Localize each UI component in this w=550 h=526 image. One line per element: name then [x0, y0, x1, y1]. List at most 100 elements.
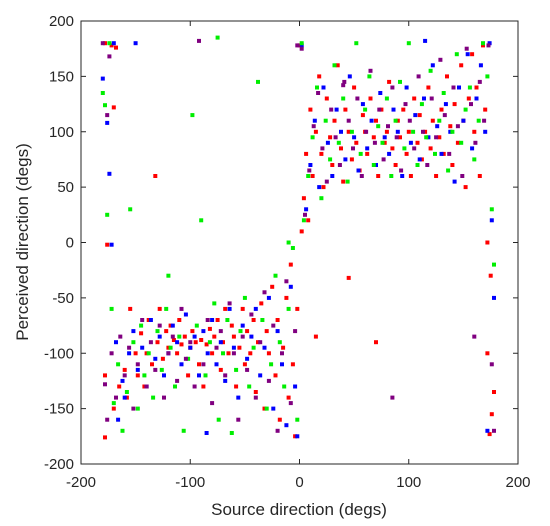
data-point-s0-118 [417, 113, 422, 118]
data-point-s3-83 [447, 151, 452, 156]
data-point-s2-3 [107, 41, 112, 46]
data-point-s2-20 [173, 384, 177, 389]
data-point-s0-52 [242, 362, 247, 367]
data-point-s2-58 [336, 140, 341, 145]
data-point-s3-43 [275, 428, 280, 433]
data-point-s3-72 [399, 168, 404, 173]
data-point-s3-91 [482, 118, 487, 123]
data-point-s0-34 [193, 340, 198, 345]
data-point-s3-48 [295, 43, 300, 48]
data-point-s3-85 [455, 124, 460, 129]
y-tick-label-5: 50 [57, 179, 74, 196]
data-point-s1-85 [457, 85, 461, 90]
x-tick-label-4: 200 [505, 474, 530, 491]
data-point-s2-13 [142, 373, 147, 378]
data-point-s2-88 [467, 85, 472, 90]
data-point-s2-62 [354, 41, 359, 46]
data-point-s1-68 [382, 135, 387, 140]
data-point-s0-77 [306, 218, 311, 223]
data-point-s0-58 [259, 301, 264, 306]
data-point-s1-32 [227, 306, 232, 311]
data-point-s3-37 [249, 312, 254, 317]
data-point-s2-39 [256, 79, 260, 84]
data-point-s1-28 [210, 318, 215, 322]
data-point-s1-9 [127, 351, 132, 356]
data-point-s2-12 [139, 323, 144, 328]
data-point-s0-123 [430, 118, 435, 123]
data-point-s2-90 [476, 118, 481, 123]
data-point-s3-24 [192, 384, 197, 389]
data-point-s1-94 [492, 295, 496, 300]
data-point-s3-80 [434, 135, 439, 140]
data-point-s0-24 [166, 345, 171, 350]
data-point-s3-87 [464, 46, 469, 51]
data-point-s1-87 [465, 52, 470, 57]
data-point-s2-56 [328, 157, 333, 162]
data-point-s3-0 [100, 41, 105, 46]
data-point-s2-7 [120, 428, 125, 433]
data-point-s0-47 [229, 323, 234, 328]
data-point-s1-17 [162, 373, 166, 378]
data-point-s3-33 [231, 351, 236, 356]
data-point-s2-41 [264, 406, 269, 411]
data-point-s0-53 [245, 329, 250, 334]
data-point-s2-43 [273, 273, 278, 278]
data-point-s0-62 [270, 284, 275, 289]
data-point-s0-78 [308, 107, 313, 112]
data-point-s2-24 [190, 113, 195, 118]
data-point-s0-140 [477, 174, 482, 178]
data-point-s2-72 [398, 79, 402, 84]
data-point-s2-52 [310, 135, 315, 140]
data-point-s0-80 [313, 129, 318, 134]
data-point-s0-147 [487, 432, 492, 437]
data-point-s0-45 [223, 306, 228, 311]
data-point-s0-76 [304, 151, 309, 156]
data-point-s0-2 [114, 45, 118, 50]
data-point-s1-97 [204, 431, 209, 435]
data-point-s0-142 [483, 107, 488, 112]
data-point-s3-55 [324, 179, 329, 184]
data-point-s0-95 [354, 140, 359, 145]
data-point-s3-6 [114, 395, 118, 400]
data-point-s0-56 [253, 390, 258, 394]
data-point-s0-72 [295, 306, 300, 311]
data-point-s3-94 [492, 428, 496, 433]
data-point-s1-31 [223, 378, 228, 383]
data-point-s0-106 [384, 129, 389, 134]
data-point-s0-88 [335, 63, 340, 68]
data-point-s3-7 [118, 334, 123, 339]
y-tick-label-3: -50 [52, 290, 74, 307]
data-point-s0-59 [262, 406, 267, 411]
data-point-s1-56 [330, 174, 335, 178]
ticks-layer: -200 -100 0 100 200 -200 -150 -100 -50 0 50 100 150 2… [44, 13, 531, 491]
data-point-s1-82 [443, 102, 448, 107]
data-point-s0-63 [273, 373, 278, 378]
data-point-s0-149 [374, 340, 378, 345]
data-point-s0-145 [492, 390, 496, 394]
data-point-s3-16 [157, 323, 162, 328]
data-point-s1-49 [299, 43, 304, 48]
data-point-s0-150 [313, 334, 318, 339]
data-point-s0-4 [105, 242, 110, 247]
data-point-s2-96 [166, 273, 171, 278]
data-point-s3-1 [105, 113, 110, 118]
data-point-s1-89 [474, 96, 479, 101]
data-point-s2-83 [446, 168, 451, 173]
data-point-s2-46 [286, 306, 291, 311]
data-point-s3-95 [472, 334, 477, 339]
data-point-s1-30 [218, 340, 223, 345]
data-point-s1-98 [423, 38, 428, 43]
data-point-s1-90 [478, 63, 483, 68]
data-point-s0-30 [182, 334, 187, 339]
data-point-s0-115 [408, 174, 413, 178]
data-point-s1-55 [325, 140, 330, 145]
data-point-s3-9 [127, 345, 132, 350]
data-point-s1-54 [321, 85, 326, 90]
data-point-s3-78 [425, 163, 430, 167]
data-point-s0-82 [319, 151, 324, 156]
y-tick-label-0: -200 [44, 456, 74, 473]
data-point-s0-16 [144, 351, 149, 356]
data-point-s0-148 [485, 351, 490, 356]
data-point-s0-39 [207, 326, 212, 331]
data-point-s1-27 [205, 351, 210, 356]
